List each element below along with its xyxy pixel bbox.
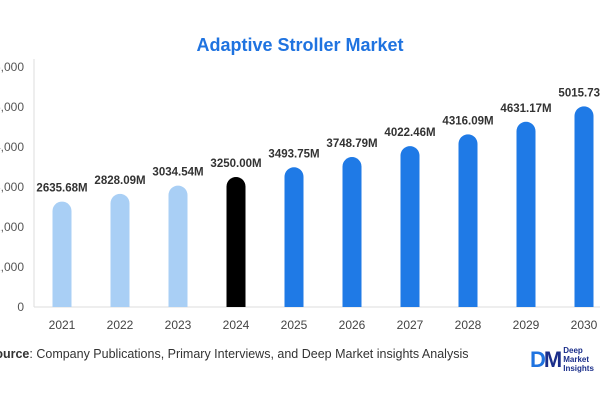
bar-2030 [574, 106, 594, 307]
bar-2022 [110, 193, 130, 307]
source-label: Source [0, 347, 30, 361]
data-label-2030: 5015.73M [558, 87, 600, 99]
x-tick-label: 2027 [397, 318, 424, 332]
y-tick-label: 6,000 [0, 60, 24, 74]
x-tick-label: 2029 [513, 318, 540, 332]
logo-text-line: Deep [563, 346, 583, 355]
x-tick-label: 2021 [49, 318, 76, 332]
bar-2021 [52, 201, 72, 307]
y-tick-label: 5,000 [0, 100, 24, 114]
bar-2027 [400, 146, 420, 307]
logo-text-line: Insights [563, 364, 594, 373]
x-tick-label: 2025 [281, 318, 308, 332]
x-tick-label: 2022 [107, 318, 134, 332]
y-tick-label: 0 [17, 300, 24, 314]
y-tick-label: 1,000 [0, 260, 24, 274]
bar-2024 [226, 177, 246, 307]
x-tick-label: 2028 [455, 318, 482, 332]
chart-title: Adaptive Stroller Market [196, 35, 404, 55]
data-label-2022: 2828.09M [94, 175, 145, 187]
x-tick-label: 2024 [223, 318, 250, 332]
data-label-2026: 3748.79M [326, 138, 377, 150]
data-label-2025: 3493.75M [268, 148, 319, 160]
logo-text: Deep Market Insights [563, 346, 594, 373]
data-label-2024: 3250.00M [210, 158, 261, 170]
bar-2026 [342, 157, 362, 307]
y-tick-label: 3,000 [0, 180, 24, 194]
y-tick-label: 4,000 [0, 140, 24, 154]
bar-2029 [516, 121, 536, 307]
y-tick-label: 2,000 [0, 220, 24, 234]
data-label-2027: 4022.46M [384, 127, 435, 139]
data-label-2023: 3034.54M [152, 167, 203, 179]
bar-2028 [458, 134, 478, 307]
data-label-2029: 4631.17M [500, 103, 551, 115]
data-label-2021: 2635.68M [36, 183, 87, 195]
x-tick-label: 2026 [339, 318, 366, 332]
bar-2023 [168, 185, 188, 307]
logo-text-line: Market [563, 355, 590, 364]
x-tick-label: 2023 [165, 318, 192, 332]
logo-mark: DM [530, 346, 562, 372]
source-text: : Company Publications, Primary Intervie… [29, 347, 469, 361]
source-note: Source: Company Publications, Primary In… [0, 347, 468, 361]
data-label-2028: 4316.09M [442, 115, 493, 127]
company-logo: DM Deep Market Insights [530, 346, 594, 373]
x-tick-label: 2030 [571, 318, 598, 332]
bar-2025 [284, 167, 304, 307]
